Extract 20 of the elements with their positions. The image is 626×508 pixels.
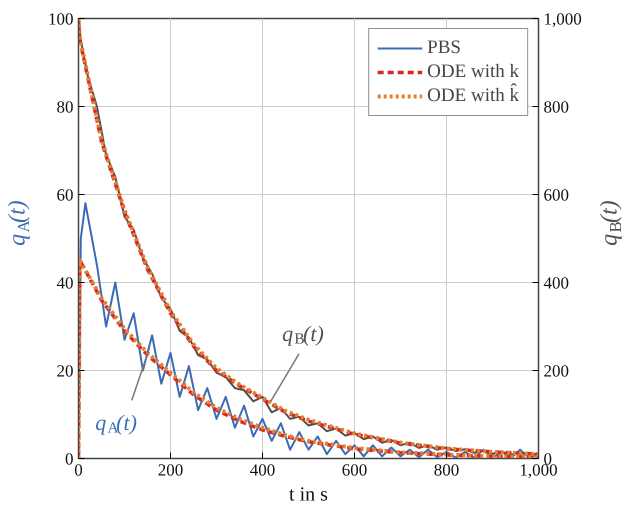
x-axis-title: t in s (289, 484, 328, 506)
legend-label: PBS (427, 37, 461, 59)
x-tick-label: 400 (250, 460, 276, 480)
y2-tick-label: 200 (544, 362, 569, 380)
x-tick-label: 600 (342, 460, 368, 480)
y-axis-title: qA(t) (4, 200, 33, 246)
y2-axis-title: qB(t) (596, 200, 625, 246)
y2-tick-label: 600 (544, 186, 569, 204)
x-tick-label: 200 (158, 460, 184, 480)
y-tick-label: 20 (56, 362, 74, 380)
legend-label: ODE with k̂ (427, 85, 519, 107)
y-tick-label: 60 (56, 186, 74, 204)
y-tick-label: 100 (48, 10, 74, 28)
y2-tick-label: 1,000 (544, 10, 582, 28)
y2-tick-label: 800 (544, 98, 569, 116)
y2-tick-label: 400 (544, 274, 569, 292)
y-tick-label: 40 (56, 274, 74, 292)
x-tick-label: 800 (434, 460, 460, 480)
y-tick-label: 80 (56, 98, 74, 116)
legend-label: ODE with k (427, 61, 519, 83)
